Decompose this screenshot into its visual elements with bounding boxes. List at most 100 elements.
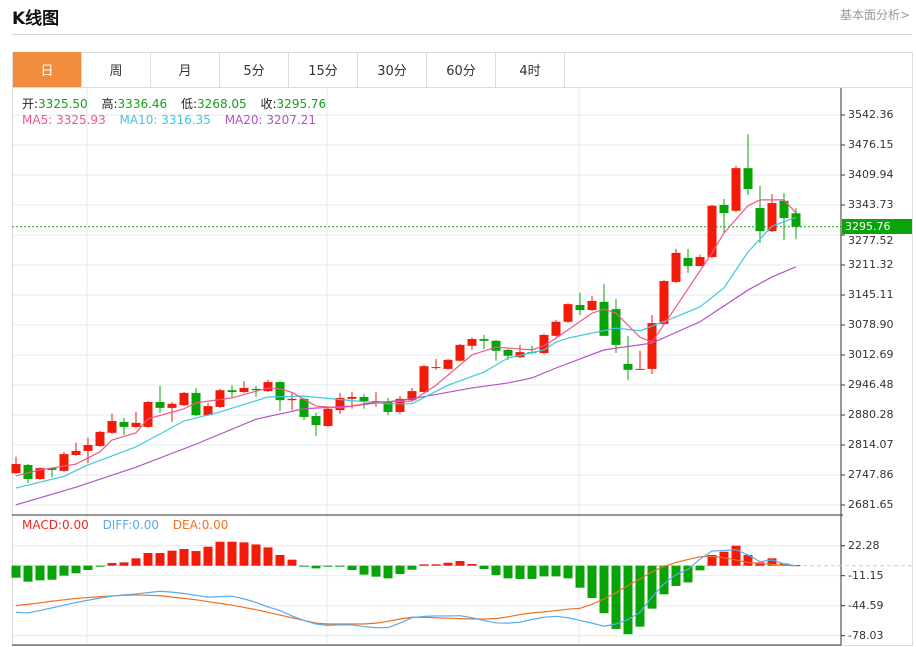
- macd-histogram-bar: [671, 565, 681, 586]
- tab-5min[interactable]: 5分: [220, 52, 289, 87]
- tab-30min[interactable]: 30分: [358, 52, 427, 87]
- tab-15min[interactable]: 15分: [289, 52, 358, 87]
- candle-body: [431, 367, 441, 369]
- macd-histogram-bar: [599, 565, 609, 614]
- diff-label: DIFF:: [102, 518, 133, 532]
- macd-histogram-bar: [443, 562, 453, 566]
- macd-histogram-bar: [227, 541, 237, 566]
- macd-histogram-bar: [767, 558, 777, 566]
- macd-histogram-bar: [467, 563, 477, 566]
- macd-histogram-bar: [347, 565, 357, 570]
- candle-body: [263, 382, 273, 392]
- ma20-label: MA20:: [224, 113, 263, 127]
- macd-label: MACD:: [22, 518, 63, 532]
- macd-histogram-bar: [407, 565, 417, 570]
- price-tick-label: 3476.15: [848, 138, 894, 151]
- candle-body: [71, 450, 81, 455]
- candle-body: [659, 281, 669, 325]
- candle-body: [407, 391, 417, 401]
- candle-body: [347, 397, 357, 399]
- low-label: 低:: [181, 97, 198, 111]
- macd-histogram-bar: [371, 565, 381, 577]
- candle-body: [503, 349, 513, 356]
- macd-histogram-bar: [623, 565, 633, 635]
- macd-histogram-bar: [395, 565, 405, 575]
- dea-line: [15, 555, 797, 625]
- macd-histogram-bar: [71, 565, 81, 574]
- candle-body: [359, 397, 369, 402]
- candle-body: [143, 401, 153, 427]
- macd-histogram-bar: [287, 559, 297, 566]
- tab-60min[interactable]: 60分: [427, 52, 496, 87]
- macd-histogram-bar: [683, 565, 693, 583]
- macd-histogram-bar: [203, 546, 213, 566]
- period-tabs: 日 周 月 5分 15分 30分 60分 4时: [13, 52, 565, 87]
- macd-histogram-bar: [23, 565, 33, 582]
- candle-body: [647, 323, 657, 369]
- candle-body: [563, 304, 573, 322]
- ma20-line: [15, 266, 797, 506]
- tab-month[interactable]: 月: [151, 52, 220, 87]
- macd-histogram-bar: [299, 565, 309, 567]
- tab-4hour[interactable]: 4时: [496, 52, 565, 87]
- macd-histogram-bar: [311, 565, 321, 569]
- macd-histogram-bar: [143, 553, 153, 566]
- macd-histogram-bar: [455, 561, 465, 566]
- macd-histogram-bar: [659, 565, 669, 595]
- macd-histogram-bar: [539, 565, 549, 577]
- macd-histogram-bar: [239, 542, 249, 566]
- macd-legend: MACD:0.00 DIFF:0.00 DEA:0.00: [22, 518, 228, 532]
- macd-histogram-bar: [263, 547, 273, 566]
- tabs-divider: [12, 87, 912, 88]
- candle-body: [239, 387, 249, 393]
- macd-histogram-bar: [95, 565, 105, 567]
- ma10-label: MA10:: [119, 113, 158, 127]
- macd-histogram-bar: [35, 565, 45, 581]
- macd-histogram-bar: [647, 565, 657, 609]
- candle-body: [23, 464, 33, 480]
- tab-week[interactable]: 周: [82, 52, 151, 87]
- macd-tick-label: -11.15: [848, 568, 884, 582]
- candle-body: [791, 213, 801, 227]
- macd-histogram-bar: [503, 565, 513, 579]
- macd-histogram-bar: [479, 565, 489, 570]
- price-tick-label: 2814.07: [848, 437, 894, 451]
- high-label: 高:: [101, 97, 118, 111]
- macd-histogram-bar: [167, 550, 177, 566]
- macd-histogram-bar: [59, 565, 69, 576]
- macd-histogram-bar: [731, 545, 741, 566]
- candle-body: [119, 421, 129, 427]
- candle-body: [155, 401, 165, 408]
- price-tick-label: 2880.28: [848, 407, 894, 421]
- candle-body: [767, 203, 777, 232]
- tab-day[interactable]: 日: [13, 52, 82, 87]
- ohlc-legend: 开:3325.50 高:3336.46 低:3268.05 收:3295.76: [22, 95, 336, 112]
- close-value: 3295.76: [276, 97, 327, 111]
- candle-body: [203, 406, 213, 416]
- dea-value: 0.00: [201, 518, 229, 532]
- open-label: 开:: [22, 97, 39, 111]
- candle-body: [515, 352, 525, 358]
- macd-tick-label: 22.28: [848, 538, 880, 552]
- candle-body: [395, 398, 405, 412]
- macd-histogram-bar: [431, 564, 441, 566]
- dea-label: DEA:: [172, 518, 202, 532]
- macd-histogram-bar: [179, 549, 189, 566]
- candle-body: [215, 390, 225, 407]
- candle-body: [635, 368, 645, 370]
- price-tick-label: 3211.32: [848, 257, 894, 271]
- candle-body: [779, 200, 789, 219]
- macd-histogram-bar: [275, 555, 285, 566]
- close-label: 收:: [260, 97, 277, 111]
- fundamental-analysis-link[interactable]: 基本面分析>: [839, 8, 910, 22]
- macd-tick-label: -44.59: [848, 598, 884, 612]
- candle-body: [35, 468, 45, 480]
- candle-body: [467, 339, 477, 346]
- price-tick-label: 3409.94: [848, 168, 894, 181]
- macd-histogram-bar: [359, 565, 369, 575]
- candle-body: [383, 401, 393, 412]
- candle-body: [599, 301, 609, 336]
- ma10-line: [15, 216, 797, 489]
- low-value: 3268.05: [197, 97, 247, 111]
